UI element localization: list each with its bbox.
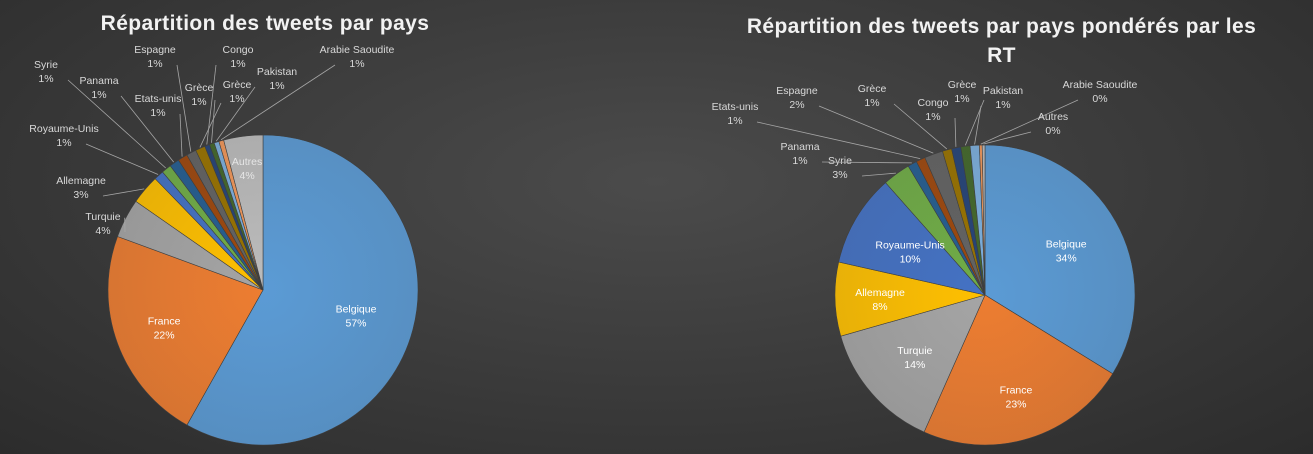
pie-slice-france — [107, 236, 264, 426]
data-label-arabie-saoudite: Arabie Saoudite 1% — [320, 44, 395, 70]
leader-line — [85, 143, 159, 175]
data-label-panama: Panama 1% — [780, 141, 819, 167]
data-label-pakistan: Pakistan 1% — [257, 66, 297, 92]
leader-line — [179, 113, 183, 157]
data-label-pakistan: Pakistan 1% — [983, 85, 1023, 111]
chart-title: Répartition des tweets par pays — [100, 12, 430, 35]
leader-line — [206, 64, 217, 145]
leader-line — [102, 188, 145, 197]
data-label-congo: Congo 1% — [223, 44, 254, 70]
leader-line — [980, 99, 1079, 145]
leader-line — [818, 105, 934, 154]
data-label-royaume-unis: Royaume-Unis 10% — [875, 240, 944, 266]
data-label-france: France 23% — [1000, 384, 1033, 410]
pie-slice-belgique — [984, 144, 1136, 375]
pie-chart: Belgique 34% France 23% Turquie 14% Allemagne 8… — [712, 79, 1138, 446]
leader-line — [821, 161, 912, 164]
pie-slice-royaume-unis — [838, 182, 986, 296]
data-label-grece: Grèce 1% — [948, 79, 977, 105]
data-label-arabie-saoudite: Arabie Saoudite 0% — [1063, 79, 1138, 105]
data-label-royaume-unis: Royaume-Unis 1% — [29, 123, 98, 149]
data-label-espagne: Espagne 2% — [776, 85, 818, 111]
data-label-etats-unis: Etats-unis 1% — [135, 93, 182, 119]
chart-title: Répartition des tweets par pays pondérés… — [746, 15, 1257, 67]
data-label-france: France 22% — [148, 315, 181, 341]
data-label-turquie: Turquie 4% — [85, 211, 120, 237]
leader-line — [861, 172, 896, 177]
leader-line — [220, 64, 336, 141]
leader-line — [893, 103, 948, 150]
leader-line — [199, 102, 222, 148]
pie-slice-autres — [981, 144, 986, 296]
pie-slice-autres — [223, 134, 264, 291]
data-label-panama: Panama 1% — [79, 75, 118, 101]
data-label-allemagne: Allemagne 8% — [855, 287, 905, 313]
leader-line — [176, 64, 192, 152]
data-label-belgique: Belgique 34% — [1046, 239, 1087, 265]
leader-line — [756, 121, 921, 159]
pie-slice-turquie — [840, 294, 986, 433]
leader-line — [215, 86, 256, 142]
pie-slice-france — [923, 294, 1114, 446]
data-label-etats-unis: Etats-unis 1% — [712, 101, 759, 127]
data-label-grece: Grèce 1% — [223, 79, 252, 105]
leader-line — [211, 99, 216, 143]
data-label-autres: Autres 0% — [1038, 111, 1068, 137]
data-label-allemagne: Allemagne 3% — [56, 175, 106, 201]
data-label-autres: Autres 4% — [232, 156, 262, 182]
data-label-grece: Grèce 1% — [185, 82, 214, 108]
data-label-turquie: Turquie 14% — [897, 345, 932, 371]
leader-line — [954, 117, 957, 147]
pie-slice-belgique — [186, 134, 419, 446]
leader-line — [120, 95, 175, 163]
data-label-syrie: Syrie 3% — [828, 155, 852, 181]
leader-line — [974, 105, 982, 145]
leader-line — [67, 79, 166, 169]
leader-line — [983, 131, 1032, 145]
data-label-grece: Grèce 1% — [858, 83, 887, 109]
data-label-belgique: Belgique 57% — [336, 303, 377, 329]
chart-right: Répartition des tweets par pays pondérés… — [690, 0, 1313, 454]
data-label-espagne: Espagne 1% — [134, 44, 176, 70]
data-label-congo: Congo 1% — [918, 97, 949, 123]
chart-left: Répartition des tweets par pays Belgique… — [0, 0, 530, 454]
pie-chart: Belgique 57% France 22% Turquie 4% Allemagne 3%… — [29, 44, 419, 446]
data-label-syrie: Syrie 1% — [34, 59, 58, 85]
